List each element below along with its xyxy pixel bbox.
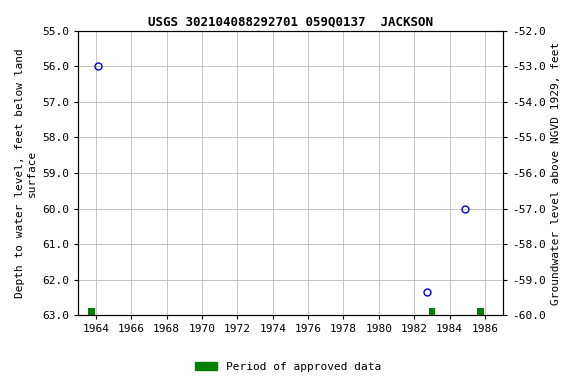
Y-axis label: Depth to water level, feet below land
surface: Depth to water level, feet below land su… <box>15 48 37 298</box>
Y-axis label: Groundwater level above NGVD 1929, feet: Groundwater level above NGVD 1929, feet <box>551 41 561 305</box>
Title: USGS 302104088292701 059Q0137  JACKSON: USGS 302104088292701 059Q0137 JACKSON <box>148 15 433 28</box>
Bar <box>88 308 94 315</box>
Bar <box>429 308 435 315</box>
Legend: Period of approved data: Period of approved data <box>191 358 385 377</box>
Bar <box>478 308 484 315</box>
